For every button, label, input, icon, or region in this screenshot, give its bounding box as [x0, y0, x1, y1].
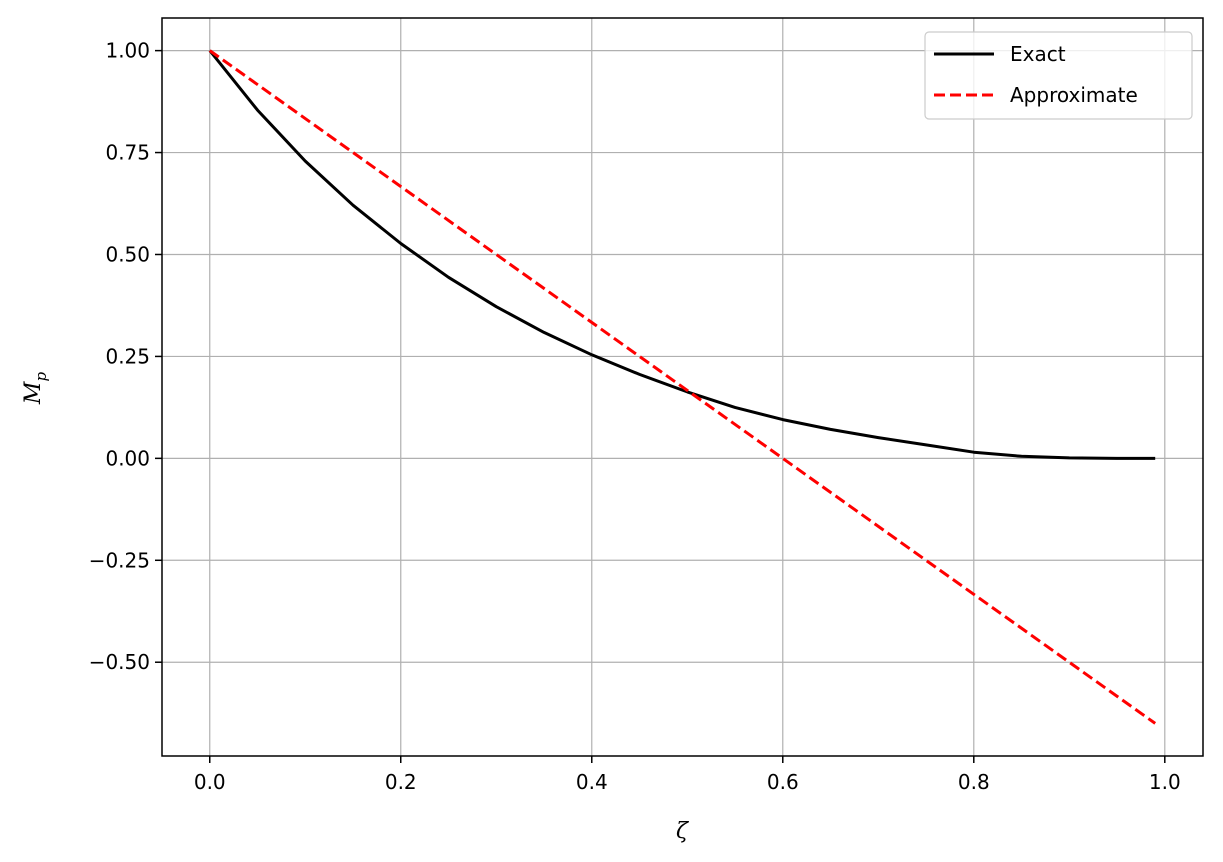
x-tick-label: 0.6 — [767, 770, 799, 794]
y-tick-label: 0.50 — [105, 242, 150, 266]
series-line-approximate — [208, 49, 1157, 725]
y-tick-label: 0.75 — [105, 141, 150, 165]
grid-lines — [162, 18, 1203, 756]
y-tick-label: 0.25 — [105, 344, 150, 368]
series-layer — [208, 49, 1157, 725]
x-tick-label: 0.4 — [576, 770, 608, 794]
y-axis-ticks: 1.00 0.75 0.50 0.25 0.00 −0.25 −0.50 — [89, 39, 162, 674]
y-axis-title-main: M — [21, 381, 46, 405]
x-tick-label: 0.0 — [194, 770, 226, 794]
x-axis-ticks: 0.0 0.2 0.4 0.6 0.8 1.0 — [194, 756, 1181, 794]
legend: Exact Approximate — [924, 31, 1193, 120]
y-axis-title: Mp — [21, 372, 50, 406]
x-axis-title: ζ — [676, 819, 690, 844]
x-tick-label: 1.0 — [1149, 770, 1181, 794]
y-tick-label: 0.00 — [105, 446, 150, 470]
y-tick-label: −0.50 — [89, 650, 150, 674]
plot-frame — [161, 17, 1204, 757]
y-axis-title-subscript: p — [32, 372, 50, 382]
y-tick-label: −0.25 — [89, 548, 150, 572]
y-tick-label: 1.00 — [105, 39, 150, 63]
legend-label-exact: Exact — [1010, 42, 1066, 66]
legend-label-approximate: Approximate — [1010, 83, 1138, 107]
x-tick-label: 0.2 — [385, 770, 417, 794]
x-tick-label: 0.8 — [958, 770, 990, 794]
